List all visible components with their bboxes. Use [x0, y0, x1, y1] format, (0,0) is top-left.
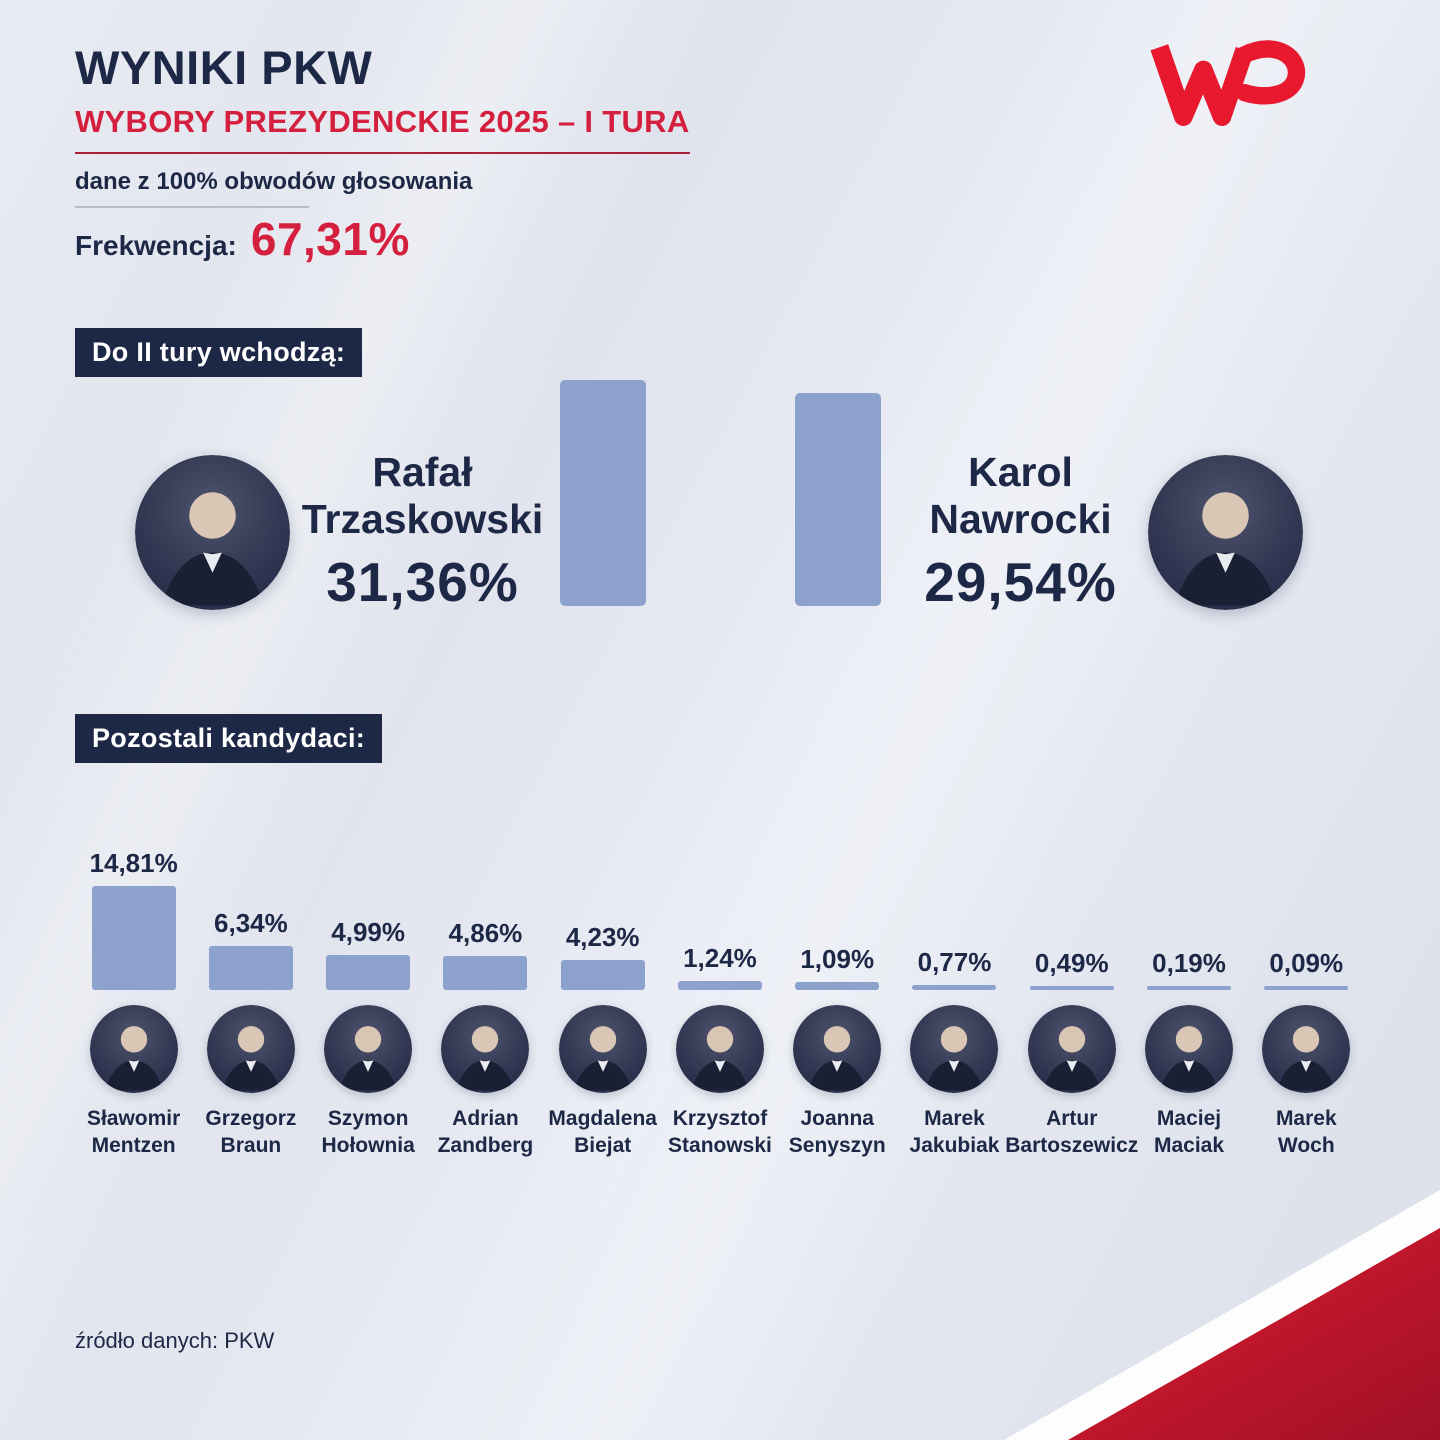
result-bar [795, 982, 880, 990]
others-bar-chart: 14,81% Sławomir Mentzen 6,34% Grzegorz B… [75, 840, 1365, 1160]
section-label-others: Pozostali kandydaci: [75, 714, 383, 763]
candidate-name: Magdalena Biejat [548, 1107, 657, 1158]
result-bar [912, 984, 997, 990]
candidate-name: Maciej Maciak [1154, 1107, 1225, 1158]
result-bar [1029, 986, 1114, 990]
turnout: Frekwencja: 67,31% [75, 212, 410, 266]
candidate-column: 1,09% Joanna Senyszyn [779, 840, 896, 1160]
percent-label: 0,09% [1269, 948, 1344, 978]
candidate-column: 4,23% Magdalena Biejat [544, 840, 661, 1160]
result-bar-nawrocki [795, 393, 881, 606]
result-bar [326, 955, 411, 990]
section-label-finalists: Do II tury wchodzą: [75, 328, 363, 377]
percent-label: 4,86% [448, 917, 523, 948]
candidate-photo [324, 1005, 412, 1093]
candidate-photo [676, 1005, 764, 1093]
candidate-percent: 31,36% [326, 551, 519, 614]
result-bar [443, 955, 528, 990]
result-bar [677, 981, 762, 990]
data-source-note: źródło danych: PKW [75, 1328, 275, 1353]
candidate-column: 6,34% Grzegorz Braun [192, 840, 309, 1160]
percent-label: 1,24% [683, 943, 757, 974]
percent-label: 6,34% [214, 907, 288, 938]
coverage-note: dane z 100% obwodów głosowania [75, 168, 473, 195]
finalist-info: Karol Nawrocki 29,54% [888, 449, 1153, 614]
candidate-name: Marek Jakubiak [909, 1107, 1000, 1158]
candidate-name: Adrian Zandberg [437, 1107, 534, 1158]
percent-label: 1,09% [800, 944, 875, 975]
candidate-column: 14,81% Sławomir Mentzen [75, 840, 192, 1160]
percent-label: 14,81% [89, 848, 178, 879]
candidate-photo [1028, 1005, 1116, 1093]
turnout-label: Frekwencja: [75, 230, 237, 261]
candidate-name: Krzysztof Stanowski [668, 1107, 772, 1158]
candidate-photo [559, 1005, 647, 1093]
candidate-name: Szymon Hołownia [321, 1107, 415, 1158]
percent-label: 0,49% [1034, 948, 1109, 978]
result-bar-trzaskowski [560, 380, 646, 606]
candidate-column: 0,49% Artur Bartoszewicz [1005, 840, 1138, 1160]
wp-logo-icon [1150, 38, 1310, 131]
candidate-name: Grzegorz Braun [205, 1107, 297, 1158]
candidate-name: Joanna Senyszyn [788, 1107, 886, 1158]
page-title: WYNIKI PKW [75, 41, 373, 94]
candidate-column: 0,19% Maciej Maciak [1130, 840, 1247, 1160]
result-bar [1147, 986, 1232, 990]
candidate-photo [90, 1005, 178, 1093]
candidate-column: 0,77% Marek Jakubiak [896, 840, 1013, 1160]
candidate-photo [1262, 1005, 1350, 1093]
percent-label: 4,23% [565, 922, 640, 953]
candidate-photo-nawrocki [1148, 455, 1303, 610]
candidate-name: Sławomir Mentzen [86, 1107, 181, 1158]
divider-line [75, 206, 309, 208]
candidate-photo [793, 1005, 881, 1093]
candidate-percent: 29,54% [924, 551, 1117, 614]
candidate-column: 0,09% Marek Woch [1248, 840, 1365, 1160]
candidate-photo-trzaskowski [135, 455, 290, 610]
candidate-column: 4,99% Szymon Hołownia [310, 840, 427, 1160]
candidate-first-name: Rafał [372, 449, 473, 495]
percent-label: 0,19% [1152, 948, 1226, 978]
candidate-photo [441, 1005, 529, 1093]
candidate-photo [910, 1005, 998, 1093]
candidate-photo [1145, 1005, 1233, 1093]
result-bar [208, 945, 293, 990]
result-bar [91, 886, 176, 990]
candidate-column: 1,24% Krzysztof Stanowski [661, 840, 778, 1160]
candidate-name: Marek Woch [1275, 1107, 1337, 1158]
turnout-value: 67,31% [250, 213, 410, 265]
candidate-first-name: Karol [968, 449, 1073, 495]
result-bar [1264, 986, 1349, 990]
finalist-info: Rafał Trzaskowski 31,36% [295, 449, 550, 614]
result-bar [560, 960, 645, 990]
candidate-last-name: Nawrocki [929, 495, 1112, 542]
candidate-photo [207, 1005, 295, 1093]
candidate-name: Artur Bartoszewicz [1005, 1107, 1139, 1158]
percent-label: 0,77% [917, 946, 992, 977]
percent-label: 4,99% [331, 917, 406, 948]
candidate-last-name: Trzaskowski [301, 495, 544, 542]
candidate-column: 4,86% Adrian Zandberg [427, 840, 544, 1160]
page-subtitle: WYBORY PREZYDENCKIE 2025 – I TURA [75, 104, 690, 154]
